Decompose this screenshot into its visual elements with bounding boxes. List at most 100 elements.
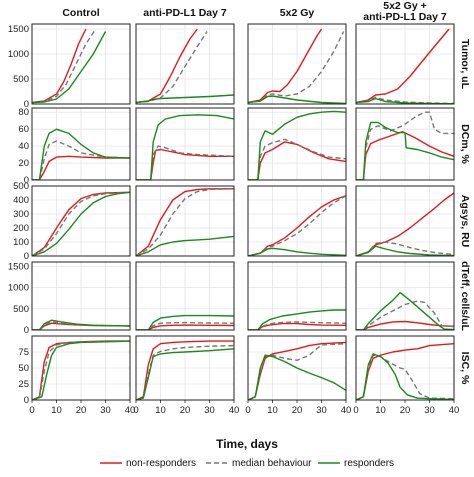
series-line-non-responders (32, 155, 130, 180)
x-tick-label: 30 (424, 405, 435, 416)
x-tick-label: 40 (341, 405, 352, 416)
panel-frame (31, 185, 131, 257)
x-tick-label: 20 (400, 405, 411, 416)
y-tick-label: 25 (18, 379, 29, 390)
panel-r3-c3 (247, 185, 347, 257)
series-line-responders (248, 354, 346, 400)
y-tick-label: 60 (18, 124, 29, 135)
panel-r4-c1 (31, 261, 131, 331)
y-tick-label: 0 (24, 175, 29, 186)
y-tick-label: 500 (13, 74, 29, 85)
series-line-median-behaviour (356, 300, 454, 330)
series-line-non-responders (136, 188, 234, 256)
legend-item-median-behaviour: median behaviour (206, 458, 312, 469)
x-tick-label: 0 (29, 405, 34, 416)
panel-frame (247, 185, 347, 257)
panel-r2-c2 (135, 107, 235, 181)
x-tick-label: 0 (133, 405, 138, 416)
panel-grid: 0500100015000204060800100200300400500050… (8, 23, 460, 416)
panel-frame (247, 23, 347, 105)
y-tick-label: 1500 (8, 24, 29, 35)
series-line-non-responders (248, 28, 323, 104)
y-tick-label: 400 (13, 195, 29, 206)
x-tick-label: 10 (267, 405, 278, 416)
series-line-responders (248, 309, 346, 330)
x-tick-label: 40 (449, 405, 460, 416)
y-tick-label: 40 (18, 141, 29, 152)
y-tick-label: 0 (24, 325, 29, 336)
legend-label: median behaviour (232, 458, 312, 469)
series-line-responders (356, 121, 454, 180)
x-tick-label: 10 (375, 405, 386, 416)
row-label-5: ISC, % (459, 352, 471, 385)
x-tick-label: 10 (51, 405, 62, 416)
x-tick-label: 30 (204, 405, 215, 416)
series-line-responders (356, 291, 454, 330)
panel-frame (135, 185, 235, 257)
row-label-4: dTeff, cells/uL (459, 261, 471, 331)
series-line-responders (32, 128, 130, 180)
y-tick-label: 0 (24, 99, 29, 110)
y-tick-label: 75 (18, 347, 29, 358)
column-title-3: 5x2 Gy (280, 7, 315, 19)
y-tick-label: 80 (18, 107, 29, 118)
panel-frame (135, 23, 235, 105)
legend: non-responders median behaviour responders (100, 458, 394, 469)
column-title-1: Control (62, 7, 99, 19)
series-line-responders (32, 31, 107, 104)
panel-r4-c2 (135, 261, 235, 331)
series-line-non-responders (356, 28, 450, 104)
series-line-median-behaviour (248, 138, 346, 180)
panel-r5-c4: 0 10 20 30 40 (353, 335, 460, 416)
panel-frame (31, 261, 131, 331)
x-tick-label: 10 (155, 405, 166, 416)
panel-frame (355, 107, 455, 181)
row-label-1: Tumor, uL (459, 39, 471, 90)
panel-r1-c1 (31, 23, 131, 105)
series-line-responders (356, 353, 454, 400)
panel-frame (355, 23, 455, 105)
panel-frame (31, 107, 131, 181)
row-label-2: DCm, % (459, 124, 471, 164)
panel-r2-c4 (355, 107, 455, 181)
panel-r1-c4 (355, 23, 455, 105)
panel-frame (247, 261, 347, 331)
y-tick-label: 1000 (8, 283, 29, 294)
series-line-median-behaviour (32, 191, 130, 256)
series-line-non-responders (32, 191, 130, 256)
legend-label: responders (344, 458, 394, 469)
series-line-responders (248, 95, 346, 104)
series-line-median-behaviour (32, 140, 130, 180)
y-tick-label: 20 (18, 158, 29, 169)
series-line-median-behaviour (136, 344, 234, 400)
y-tick-label: 50 (18, 363, 29, 374)
x-tick-label: 40 (229, 405, 240, 416)
legend-label: non-responders (126, 458, 196, 469)
series-line-responders (32, 319, 130, 330)
panel-frame (355, 185, 455, 257)
panel-frame (135, 261, 235, 331)
series-line-median-behaviour (356, 241, 454, 256)
series-line-responders (32, 191, 130, 256)
panel-r2-c3 (247, 107, 347, 181)
column-title-4: anti-PD-L1 Day 7 (363, 11, 447, 23)
series-line-responders (136, 348, 234, 400)
x-tick-label: 0 (245, 405, 250, 416)
panel-r1-c2 (135, 23, 235, 105)
x-axis-title: Time, days (216, 437, 278, 451)
panel-r3-c4 (355, 185, 455, 257)
series-line-median-behaviour (136, 188, 234, 256)
series-line-responders (136, 94, 234, 104)
x-tick-label: 20 (76, 405, 87, 416)
panel-r5-c2: 0 10 20 30 40 (133, 335, 240, 416)
column-title-4: 5x2 Gy + (383, 0, 427, 12)
y-tick-label: 1000 (8, 49, 29, 60)
x-tick-label: 20 (180, 405, 191, 416)
y-tick-label: 1500 (8, 261, 29, 272)
y-tick-label: 200 (13, 223, 29, 234)
series-line-responders (248, 247, 346, 256)
y-tick-label: 0 (24, 251, 29, 262)
x-tick-label: 40 (125, 405, 136, 416)
legend-item-responders: responders (318, 458, 394, 469)
